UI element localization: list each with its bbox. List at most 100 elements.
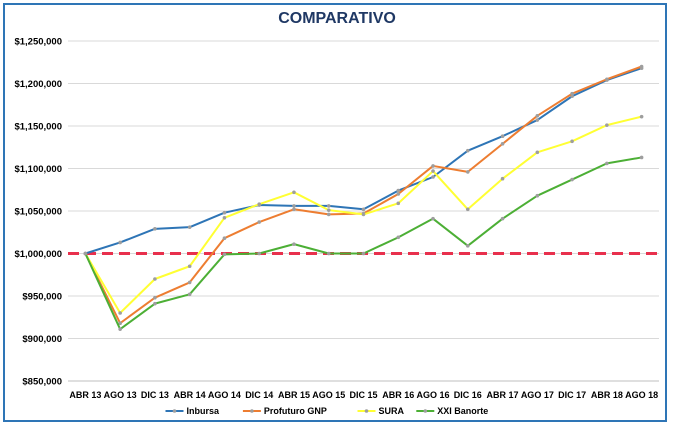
data-point-xxi-banorte (535, 193, 540, 198)
data-point-xxi-banorte (326, 251, 331, 256)
data-point-sura (500, 176, 505, 181)
x-tick-label: ABR 16 (382, 390, 414, 400)
data-point-inbursa (153, 227, 157, 231)
y-tick-label: $1,000,000 (14, 249, 62, 260)
data-point-xxi-banorte (465, 244, 470, 248)
chart-frame (3, 3, 667, 422)
data-point-profuturo-gnp (500, 142, 505, 146)
data-point-inbursa (118, 240, 122, 245)
legend-marker-sura (364, 409, 369, 413)
series-lines (83, 64, 644, 331)
data-point-sura (431, 169, 435, 173)
x-tick-label: ABR 13 (69, 390, 101, 400)
legend-label-profuturo-gnp: Profuturo GNP (264, 406, 327, 416)
x-tick-label: ABR 18 (591, 390, 623, 400)
data-point-profuturo-gnp (118, 321, 122, 326)
legend: Inbursa Profuturo GNP SURA XXI Banorte (165, 406, 488, 416)
x-tick-label: AGO 17 (521, 390, 554, 400)
data-point-profuturo-gnp (605, 77, 609, 82)
data-point-xxi-banorte (257, 251, 262, 256)
y-tick-label: $1,250,000 (14, 37, 62, 48)
x-tick-label: ABR 15 (278, 390, 310, 400)
data-point-profuturo-gnp (431, 164, 435, 168)
data-point-sura (605, 123, 609, 127)
legend-label-sura: SURA (379, 406, 405, 416)
data-point-xxi-banorte (83, 251, 88, 256)
data-point-xxi-banorte (396, 235, 401, 240)
data-point-xxi-banorte (605, 161, 609, 166)
data-point-xxi-banorte (222, 252, 227, 257)
data-point-profuturo-gnp (396, 192, 401, 196)
legend-marker-xxi-banorte (423, 409, 428, 413)
legend-label-inbursa: Inbursa (187, 406, 221, 416)
data-point-inbursa (465, 148, 470, 153)
data-point-sura (222, 216, 227, 220)
data-point-inbursa (361, 207, 366, 212)
data-point-profuturo-gnp (222, 236, 227, 240)
data-point-xxi-banorte (431, 216, 435, 221)
data-point-profuturo-gnp (570, 91, 574, 96)
x-tick-label: ABR 14 (174, 390, 206, 400)
legend-marker-inbursa (172, 409, 177, 413)
data-point-xxi-banorte (292, 242, 296, 246)
x-tick-label: AGO 13 (104, 390, 137, 400)
y-tick-label: $900,000 (22, 334, 62, 345)
data-point-profuturo-gnp (639, 64, 644, 69)
data-point-profuturo-gnp (257, 220, 262, 224)
x-axis: ABR 13 AGO 13 DIC 13 ABR 14 AGO 14 DIC 14 ABR … (68, 380, 659, 400)
x-tick-label: AGO 18 (625, 390, 658, 400)
data-point-xxi-banorte (500, 216, 505, 221)
y-tick-label: $850,000 (22, 377, 62, 388)
data-point-sura (361, 212, 366, 217)
data-point-inbursa (431, 175, 435, 179)
y-tick-label: $1,150,000 (14, 122, 62, 133)
data-point-inbursa (396, 188, 401, 193)
data-point-sura (396, 201, 401, 206)
data-point-inbursa (535, 118, 540, 122)
data-point-xxi-banorte (570, 177, 574, 182)
data-point-inbursa (222, 210, 227, 215)
data-point-sura (326, 208, 331, 212)
data-point-profuturo-gnp (153, 295, 157, 300)
x-tick-label: DIC 15 (349, 390, 377, 400)
data-point-inbursa (326, 204, 331, 208)
data-point-inbursa (187, 225, 192, 229)
x-tick-label: DIC 14 (245, 390, 273, 400)
series-line-xxi-banorte (84, 156, 642, 331)
data-point-sura (535, 150, 540, 155)
x-tick-label: DIC 17 (558, 390, 586, 400)
y-tick-label: $1,050,000 (14, 207, 62, 218)
data-point-sura (153, 277, 157, 281)
data-point-sura (257, 202, 262, 206)
data-point-profuturo-gnp (465, 170, 470, 174)
data-point-profuturo-gnp (326, 212, 331, 217)
y-axis: $850,000 $900,000 $950,000 $1,000,000 $1,050… (14, 37, 62, 388)
data-point-sura (639, 114, 644, 119)
x-tick-label: AGO 15 (312, 390, 345, 400)
data-point-sura (187, 264, 192, 269)
data-point-xxi-banorte (118, 327, 122, 331)
data-point-sura (118, 311, 122, 315)
y-tick-label: $1,200,000 (14, 79, 62, 90)
data-point-profuturo-gnp (535, 114, 540, 118)
data-point-sura (570, 139, 574, 144)
data-point-sura (292, 190, 296, 195)
data-point-xxi-banorte (639, 155, 644, 160)
series-line-inbursa (85, 67, 642, 255)
x-tick-label: AGO 16 (417, 390, 450, 400)
data-point-profuturo-gnp (292, 207, 296, 212)
data-point-profuturo-gnp (187, 280, 192, 285)
x-tick-label: ABR 17 (487, 390, 519, 400)
data-point-xxi-banorte (187, 292, 192, 297)
x-tick-label: DIC 16 (454, 390, 482, 400)
legend-label-xxi-banorte: XXI Banorte (437, 406, 488, 416)
chart-title: COMPARATIVO (278, 10, 396, 27)
data-point-xxi-banorte (361, 251, 366, 256)
data-point-sura (465, 207, 470, 212)
legend-marker-profuturo-gnp (250, 409, 254, 413)
data-point-inbursa (500, 134, 505, 138)
data-point-inbursa (292, 204, 296, 208)
x-tick-label: DIC 13 (141, 390, 169, 400)
gridlines (68, 40, 659, 382)
